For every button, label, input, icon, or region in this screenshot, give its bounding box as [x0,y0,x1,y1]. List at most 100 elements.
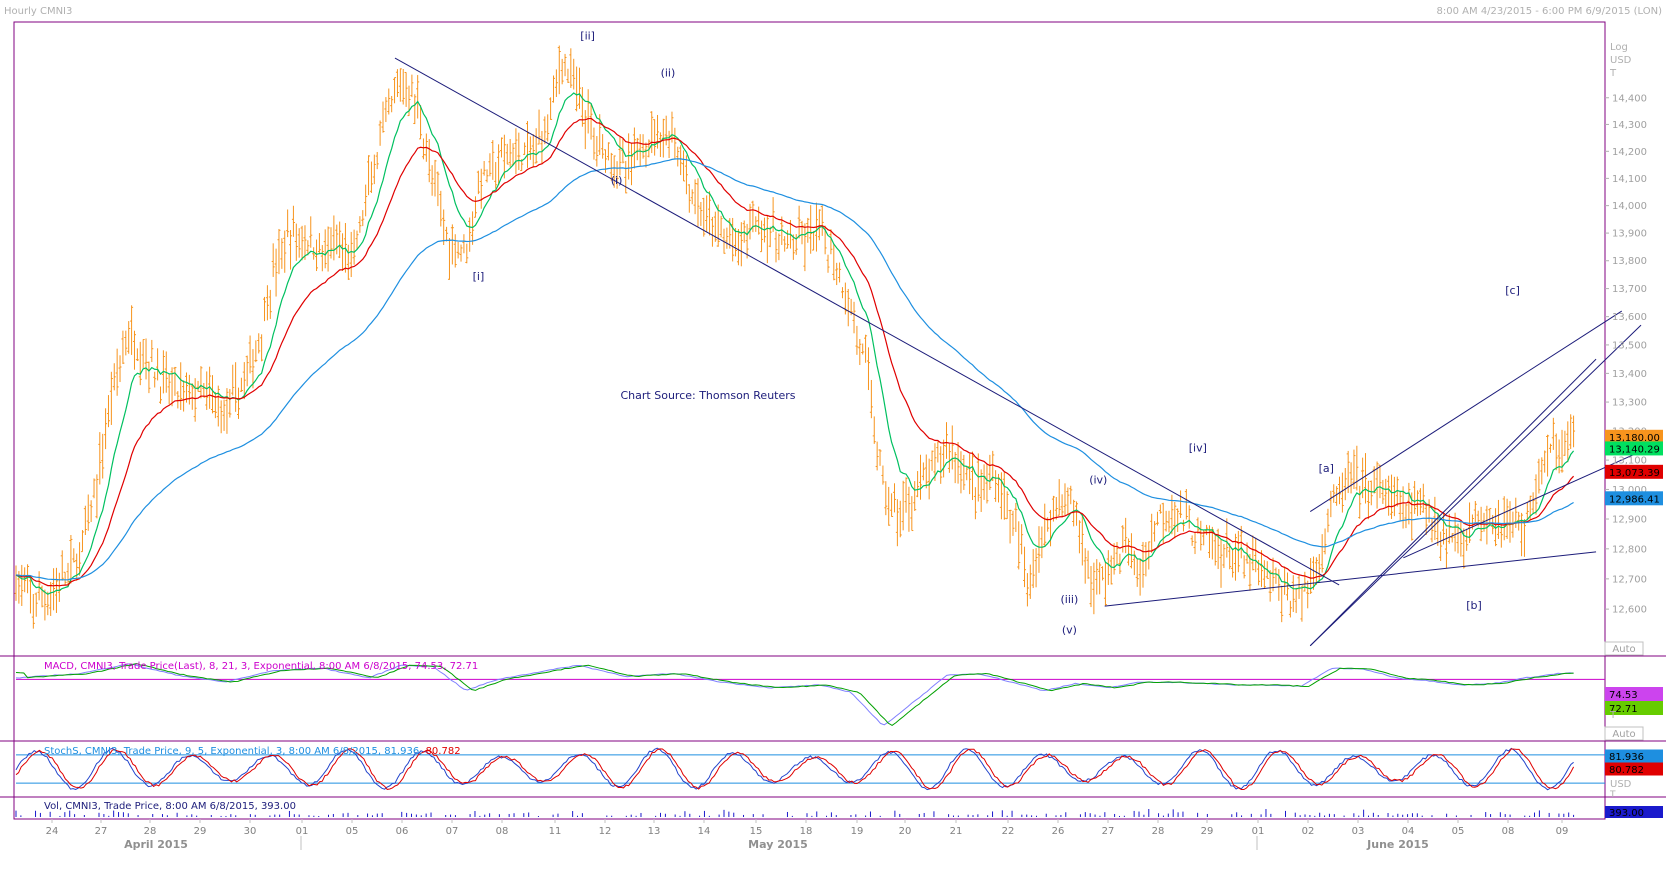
day-label: 28 [144,826,157,837]
price-tick-label: 14,400 [1612,93,1647,104]
ma-line-fast [15,92,1575,595]
stochastic-legend-text: StochS, CMNI3, Trade Price, 9, 5, Expone… [44,746,426,757]
wave-label: (i) [611,174,623,187]
stochastic-tag-box [1605,762,1663,776]
macd-legend: MACD, CMNI3, Trade Price(Last), 8, 21, 3… [44,661,478,672]
price-tag-box [1605,429,1663,444]
month-label: June 2015 [1366,838,1429,851]
wave-label: [b] [1466,599,1482,612]
day-label: 13 [648,826,661,837]
day-label: 08 [496,826,509,837]
wave-label: [i] [473,270,485,283]
stochastic-panel [15,747,1605,791]
price-tick-label: 14,300 [1612,120,1647,131]
price-tick-label: 13,100 [1612,456,1647,467]
day-label: 22 [1002,826,1015,837]
day-label: 18 [800,826,813,837]
month-label: May 2015 [748,838,808,851]
price-tag-box [1605,491,1663,506]
price-tick-label: 12,600 [1612,605,1647,616]
price-tick-label: 14,000 [1612,201,1647,212]
price-tick-label: 13,600 [1612,312,1647,323]
price-tag-box [1605,441,1663,456]
stochastic-legend: StochS, CMNI3, Trade Price, 9, 5, Expone… [44,746,461,757]
price-tick-label: 13,300 [1612,398,1647,409]
source-annotation: Chart Source: Thomson Reuters [621,389,796,402]
day-label: 05 [1452,826,1465,837]
day-label: 15 [750,826,763,837]
wave-label: (iv) [1089,474,1107,487]
trendline-4 [1403,450,1642,559]
day-label: 05 [346,826,359,837]
day-label: 29 [1201,826,1214,837]
day-label: 27 [1102,826,1115,837]
volume-panel [15,809,1575,817]
day-label: 20 [899,826,912,837]
price-tick-label: 14,200 [1612,147,1647,158]
price-tick-label: 12,900 [1612,515,1647,526]
day-label: 14 [698,826,711,837]
wave-label: [iv] [1189,441,1207,454]
wave-label: [ii] [580,30,595,43]
trendline-0 [394,57,1340,586]
macd-tag-box [1605,701,1663,715]
price-tick-label: 12,700 [1612,574,1647,585]
axis-label-usd: USD [1610,55,1632,66]
price-tag-label: 13,140.29 [1609,444,1660,455]
day-label: 30 [244,826,257,837]
axis-label-t: T [1609,68,1617,79]
day-label: 21 [950,826,963,837]
volume-tag-box [1605,806,1663,818]
day-label: 08 [1502,826,1515,837]
macd-tags: 74.53 72.71 [1605,687,1663,715]
macd-tag-label: 72.71 [1609,704,1638,715]
stochastic-tags: 81.936 80.782 [1605,749,1663,776]
price-panel-frame [13,21,1606,657]
price-tick-label: 13,800 [1612,256,1647,267]
volume-tag-label: 393.00 [1609,808,1644,819]
day-label: 28 [1152,826,1165,837]
wave-label: (ii) [661,67,676,80]
auto-scale-label: Auto [1612,644,1635,655]
stochastic-tag-label: 81.936 [1609,752,1644,763]
stochastic-legend-value: 80.782 [426,746,461,757]
ma-line-mid [15,117,1575,587]
price-tag-label: 13,180.00 [1609,433,1660,444]
day-label: 09 [1556,826,1569,837]
price-axis: Log USD T 12,600 12,700 12,800 12,900 13,000… [1605,42,1647,616]
price-tag-label: 13,073.39 [1609,468,1660,479]
day-label: 11 [549,826,562,837]
macd-auto-label: Auto [1612,729,1635,740]
day-label: 29 [194,826,207,837]
macd-auto-button[interactable]: Auto [1604,726,1644,741]
macd-tag-box [1605,687,1663,701]
wave-label: [c] [1505,284,1520,297]
price-tag-label: 12,986.41 [1609,494,1660,505]
day-label: 12 [599,826,612,837]
month-label: April 2015 [124,838,188,851]
wave-label: (v) [1062,624,1077,637]
macd-auto-button-box [1604,726,1644,741]
auto-scale-button-box [1604,641,1644,656]
price-tick-label: 14,100 [1612,174,1647,185]
day-label: 01 [1252,826,1265,837]
moving-average-lines [15,92,1575,595]
wave-label: [a] [1319,462,1334,475]
macd-line-signal [15,662,1574,726]
price-tick-label: 13,000 [1612,485,1647,496]
volume-legend: Vol, CMNI3, Trade Price, 8:00 AM 6/8/201… [44,801,296,812]
day-label: 04 [1402,826,1415,837]
day-label: 27 [95,826,108,837]
chart-title: Hourly CMNI3 [4,6,72,17]
stochastic-line-k [15,747,1574,791]
trendline-5 [1309,310,1623,513]
panel-frames [0,21,1666,820]
price-tick-label: 13,700 [1612,284,1647,295]
trendlines [394,57,1642,647]
price-tick-label: 13,500 [1612,340,1647,351]
macd-axis-label: T [1609,710,1617,721]
auto-scale-button[interactable]: Auto [1604,641,1644,656]
